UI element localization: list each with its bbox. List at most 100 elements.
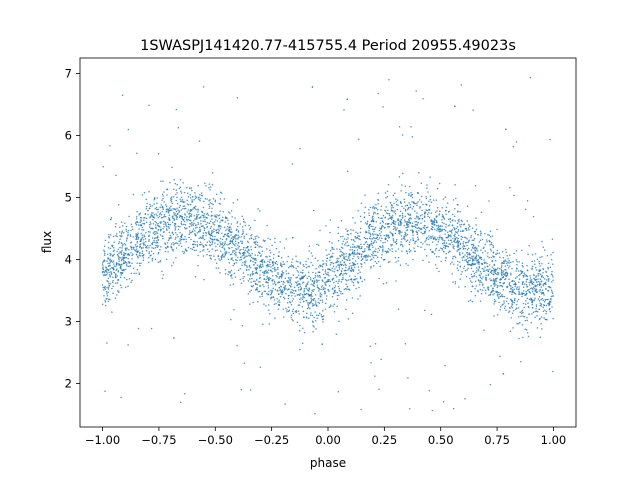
- data-point: [281, 293, 283, 296]
- data-point: [303, 300, 305, 303]
- data-point: [417, 221, 420, 224]
- data-point: [490, 272, 493, 275]
- data-point: [120, 252, 122, 254]
- data-point: [152, 223, 155, 225]
- data-point: [217, 215, 220, 217]
- data-point: [112, 254, 114, 257]
- data-point: [438, 228, 440, 231]
- data-point: [449, 221, 452, 223]
- data-point: [488, 257, 490, 259]
- data-point: [306, 277, 309, 279]
- data-point: [390, 210, 393, 212]
- data-point: [412, 258, 414, 261]
- data-point: [183, 216, 186, 219]
- data-point: [220, 192, 223, 194]
- data-point: [106, 260, 108, 262]
- data-point: [174, 232, 177, 234]
- data-point: [113, 241, 115, 244]
- data-point: [332, 252, 334, 255]
- data-point: [426, 243, 428, 246]
- data-point: [231, 258, 233, 260]
- data-point: [352, 253, 354, 255]
- data-point: [214, 200, 217, 203]
- data-point: [250, 246, 252, 248]
- data-point: [394, 241, 397, 243]
- data-point: [254, 219, 256, 222]
- data-point: [261, 293, 263, 296]
- data-point: [219, 221, 221, 223]
- data-point: [406, 239, 409, 242]
- data-point: [157, 222, 159, 225]
- data-point: [440, 247, 442, 249]
- data-point: [134, 250, 137, 252]
- data-point: [402, 172, 404, 175]
- data-point: [165, 208, 168, 211]
- data-point: [360, 202, 363, 204]
- data-point: [261, 250, 264, 253]
- data-point: [106, 280, 108, 282]
- data-point: [136, 210, 138, 213]
- data-point: [236, 221, 239, 223]
- data-point: [534, 285, 537, 288]
- data-point: [549, 298, 552, 301]
- data-point: [468, 253, 471, 256]
- data-point: [413, 225, 416, 228]
- data-point: [120, 233, 123, 235]
- data-point: [420, 201, 423, 203]
- data-point: [215, 245, 217, 248]
- data-point: [136, 268, 139, 271]
- data-point: [210, 232, 213, 235]
- data-point: [145, 205, 148, 208]
- data-point: [319, 229, 321, 232]
- data-point: [356, 237, 359, 239]
- data-point: [316, 280, 318, 282]
- data-point: [142, 254, 144, 257]
- data-point: [154, 224, 157, 226]
- data-point: [417, 216, 419, 218]
- data-point: [305, 284, 308, 286]
- data-point: [412, 225, 414, 227]
- data-point: [175, 210, 178, 213]
- data-point: [444, 364, 446, 367]
- data-point: [224, 273, 227, 275]
- data-point: [451, 273, 453, 275]
- data-point: [157, 216, 159, 219]
- data-point: [214, 199, 217, 201]
- data-point: [229, 226, 232, 228]
- data-point: [275, 247, 278, 250]
- data-point: [320, 314, 323, 316]
- data-point: [156, 197, 158, 199]
- data-point: [423, 227, 426, 229]
- data-point: [458, 218, 460, 221]
- data-point: [256, 287, 258, 289]
- data-point: [493, 282, 496, 284]
- data-point: [215, 262, 218, 265]
- data-point: [303, 331, 306, 334]
- data-point: [511, 307, 514, 309]
- data-point: [331, 248, 333, 250]
- data-point: [311, 289, 313, 291]
- data-point: [226, 233, 229, 235]
- data-point: [442, 239, 444, 241]
- data-point: [366, 245, 368, 248]
- data-point: [147, 213, 149, 216]
- data-point: [522, 286, 525, 288]
- data-point: [267, 309, 270, 311]
- data-point: [108, 234, 110, 236]
- data-point: [407, 212, 409, 215]
- data-point: [361, 245, 363, 248]
- data-point: [472, 255, 475, 257]
- data-point: [186, 199, 188, 202]
- data-point: [244, 249, 247, 252]
- data-point: [547, 266, 549, 269]
- data-point: [382, 214, 385, 217]
- data-point: [533, 292, 535, 295]
- data-point: [188, 233, 191, 236]
- data-point: [485, 269, 488, 271]
- data-point: [524, 208, 527, 211]
- data-point: [394, 256, 397, 259]
- data-point: [343, 238, 346, 240]
- data-point: [337, 285, 340, 288]
- data-point: [264, 239, 266, 242]
- data-point: [324, 287, 326, 290]
